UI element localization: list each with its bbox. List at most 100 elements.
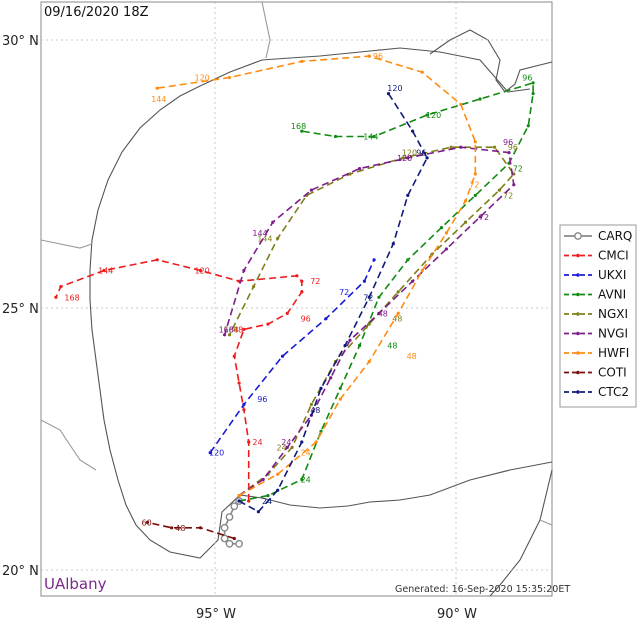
legend-marker bbox=[576, 312, 580, 316]
track-point bbox=[531, 81, 535, 85]
legend-item-cmci: CMCI bbox=[564, 249, 629, 263]
legend-marker bbox=[576, 273, 580, 277]
track-point bbox=[309, 402, 313, 407]
track-point bbox=[266, 494, 270, 498]
legend-item-avni: AVNI bbox=[564, 288, 626, 302]
track-point bbox=[276, 236, 280, 240]
track-point bbox=[493, 145, 497, 149]
forecast-hour-label: 60 bbox=[142, 518, 152, 527]
forecast-hour-label: 120 bbox=[397, 154, 412, 163]
forecast-hour-label: 96 bbox=[503, 138, 513, 147]
forecast-hour-label: 72 bbox=[363, 293, 373, 302]
track-point bbox=[155, 258, 159, 262]
legend-label: COTI bbox=[598, 366, 627, 380]
track-point bbox=[372, 258, 376, 262]
track-point bbox=[300, 129, 304, 133]
track-line-ukxi bbox=[209, 259, 375, 454]
forecast-hour-label: 96 bbox=[257, 395, 267, 404]
track-point bbox=[242, 402, 246, 407]
track-point bbox=[235, 539, 244, 548]
track-point bbox=[242, 268, 246, 273]
track-point bbox=[247, 499, 251, 503]
track-point bbox=[358, 343, 362, 348]
track-point bbox=[478, 215, 482, 219]
track-point bbox=[198, 268, 203, 273]
track-line-ctc2 bbox=[238, 93, 429, 513]
track-point bbox=[276, 488, 280, 492]
track-point bbox=[280, 354, 285, 358]
track-point bbox=[396, 311, 400, 315]
track-point bbox=[464, 199, 468, 203]
track-point bbox=[478, 97, 482, 101]
track-point bbox=[237, 381, 241, 385]
track-cmci: 24 48 96 72 120 144 168 bbox=[54, 258, 320, 503]
forecast-hour-label: 48 bbox=[175, 524, 185, 533]
track-point bbox=[59, 285, 63, 289]
track-point bbox=[338, 397, 342, 401]
track-point bbox=[420, 268, 424, 273]
lat-label-25: 25° N bbox=[2, 302, 39, 317]
legend-marker bbox=[576, 351, 580, 355]
track-point bbox=[295, 274, 299, 278]
forecast-hour-label: 120 bbox=[195, 267, 210, 276]
track-point bbox=[367, 322, 371, 326]
forecast-hour-label: 120 bbox=[195, 74, 210, 83]
forecast-hour-label: 168 bbox=[64, 293, 79, 302]
track-point bbox=[367, 295, 371, 299]
track-point bbox=[300, 440, 304, 444]
track-point bbox=[358, 167, 362, 171]
track-point bbox=[444, 247, 448, 251]
track-point bbox=[232, 354, 236, 358]
forecast-hour-label: 120 bbox=[209, 449, 224, 458]
track-point bbox=[145, 520, 150, 525]
track-point bbox=[473, 172, 477, 176]
forecast-hour-label: 24 bbox=[252, 438, 262, 447]
legend: CARQ CMCI UKXI AVNI NGXI NVGI HWFI COTI CTC2 bbox=[559, 224, 637, 408]
track-point bbox=[227, 75, 232, 80]
track-point bbox=[237, 499, 241, 503]
legend-label: CMCI bbox=[598, 249, 629, 263]
track-point bbox=[420, 70, 424, 74]
coastline bbox=[40, 1, 553, 597]
track-point bbox=[271, 220, 275, 224]
legend-label: CTC2 bbox=[598, 385, 629, 399]
legend-item-coti: COTI bbox=[564, 366, 627, 380]
track-point bbox=[300, 279, 304, 283]
legend-marker bbox=[576, 253, 580, 258]
track-point bbox=[232, 536, 236, 541]
lon-label-90: 90° W bbox=[437, 607, 477, 622]
track-point bbox=[285, 311, 289, 315]
legend-item-nvgi: NVGI bbox=[564, 327, 628, 341]
track-point bbox=[362, 279, 366, 283]
track-point bbox=[225, 539, 234, 548]
track-point bbox=[512, 183, 516, 187]
model-tracks: 2448967212014416896721202448729612014416… bbox=[54, 52, 535, 548]
forecast-hour-label: 24 bbox=[262, 497, 272, 506]
legend-label: AVNI bbox=[598, 288, 626, 302]
track-point bbox=[266, 322, 270, 326]
forecast-datetime: 09/16/2020 18Z bbox=[44, 5, 149, 20]
track-point bbox=[411, 279, 415, 283]
track-point bbox=[531, 92, 535, 96]
forecast-hour-label: 144 bbox=[252, 229, 267, 238]
track-point bbox=[406, 193, 410, 197]
track-point bbox=[425, 113, 429, 117]
track-point bbox=[225, 513, 234, 521]
forecast-hour-label: 96 bbox=[373, 52, 383, 61]
track-point bbox=[170, 526, 174, 530]
track-point bbox=[54, 295, 58, 299]
graticule bbox=[41, 2, 552, 596]
track-point bbox=[367, 54, 371, 58]
forecast-hour-label: 144 bbox=[98, 267, 113, 276]
track-point bbox=[252, 285, 256, 289]
forecast-hour-label: 48 bbox=[233, 325, 243, 334]
track-point bbox=[386, 92, 391, 96]
lat-label-30: 30° N bbox=[2, 34, 39, 49]
track-point bbox=[497, 188, 501, 192]
track-point bbox=[319, 386, 323, 390]
legend-marker bbox=[576, 370, 580, 375]
legend-item-hwfi: HWFI bbox=[564, 346, 629, 360]
